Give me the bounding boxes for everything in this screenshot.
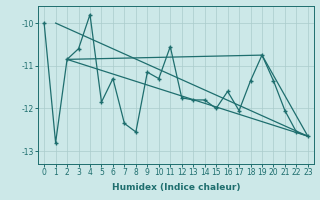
X-axis label: Humidex (Indice chaleur): Humidex (Indice chaleur) — [112, 183, 240, 192]
